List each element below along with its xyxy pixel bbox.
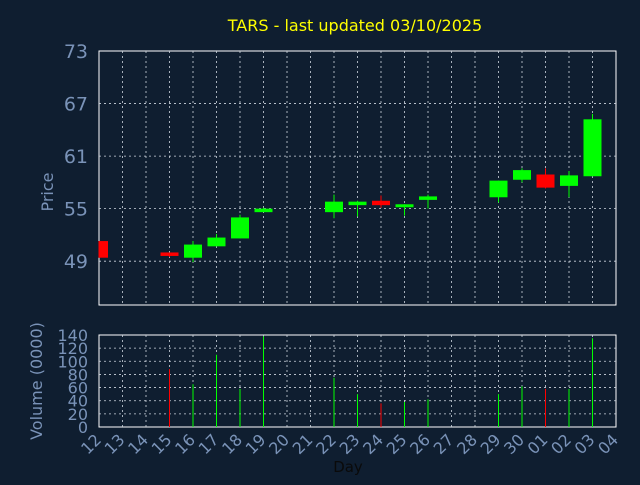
price-tick-label: 61: [64, 146, 88, 168]
volume-tick-label: 140: [57, 326, 88, 345]
price-tick-label: 49: [64, 251, 88, 273]
day-axis: 1213141516171819202122232425262728293001…: [77, 430, 622, 458]
candle-body: [372, 200, 390, 206]
candle-body: [583, 119, 602, 177]
candle-body: [231, 217, 249, 239]
volume-axis-label: Volume (0000): [27, 322, 46, 440]
price-panel: 49 55 61 67 73: [64, 41, 617, 306]
volume-tick-label: 0: [78, 418, 88, 437]
volume-tick-label: 120: [57, 339, 88, 358]
volume-tick-label: 100: [57, 352, 88, 371]
candle-body: [348, 201, 367, 206]
price-tick-label: 73: [64, 41, 88, 63]
candle-body: [536, 174, 555, 188]
day-tick-label: 04: [594, 430, 622, 458]
candle-body: [325, 201, 343, 213]
price-tick-label: 67: [64, 94, 88, 116]
volume-tick-label: 40: [68, 392, 88, 411]
candle-body: [184, 244, 202, 258]
candle-body: [419, 196, 437, 200]
candle-body: [207, 237, 226, 247]
price-axis-label: Price: [38, 172, 57, 211]
day-axis-label: Day: [333, 458, 363, 476]
candle-body: [560, 175, 578, 186]
candle-body: [513, 170, 531, 180]
volume-tick-label: 60: [68, 379, 88, 398]
candle-body: [254, 208, 273, 213]
candle-body: [489, 180, 508, 198]
price-tick-label: 55: [64, 199, 88, 221]
candle-body: [395, 204, 414, 208]
candle-body: [99, 241, 108, 258]
volume-tick-label: 20: [68, 405, 88, 424]
volume-tick-label: 80: [68, 365, 88, 384]
chart-title: TARS - last updated 03/10/2025: [227, 16, 482, 35]
candle-body: [160, 252, 179, 256]
